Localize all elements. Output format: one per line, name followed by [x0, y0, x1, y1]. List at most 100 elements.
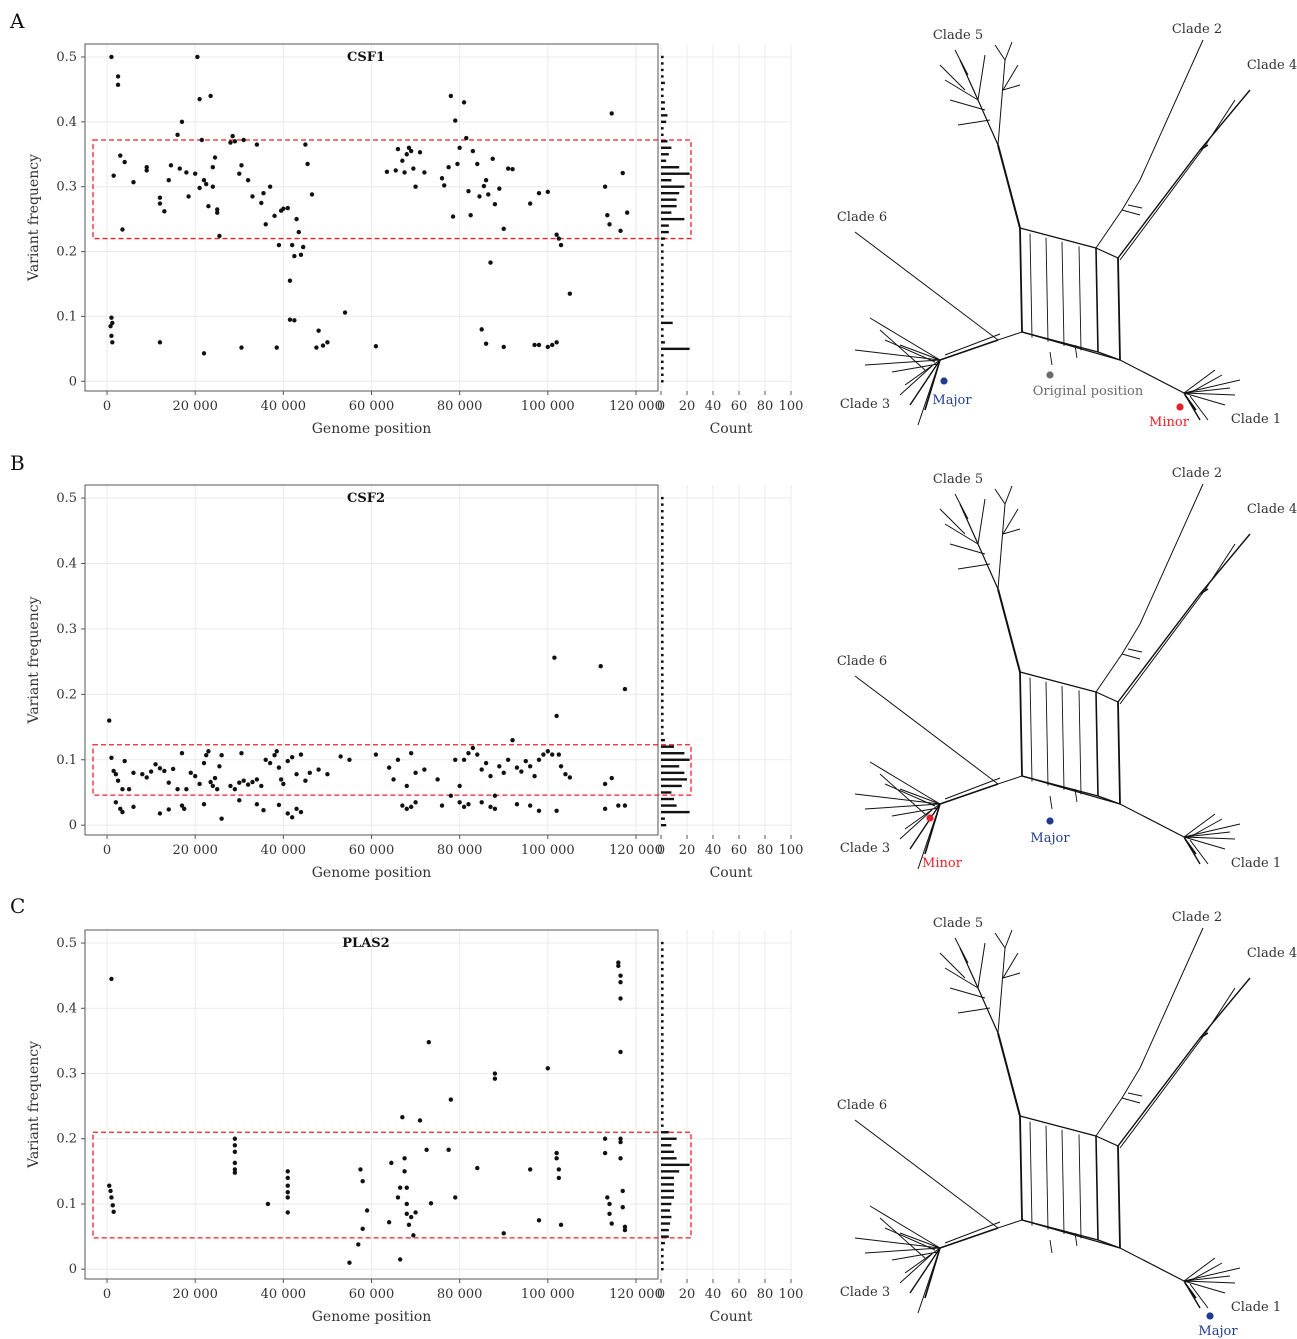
data-point: [285, 811, 290, 816]
data-point: [140, 771, 145, 777]
data-point: [309, 192, 315, 197]
tree-branch: [1199, 1032, 1209, 1039]
data-point: [424, 1147, 429, 1153]
marker-dot: [1176, 403, 1184, 411]
data-point: [208, 93, 213, 99]
tree-branch: [899, 344, 941, 361]
data-point: [466, 751, 471, 756]
data-point: [157, 340, 163, 345]
x-tick-label: 60 000: [349, 1287, 395, 1302]
data-point: [446, 165, 451, 170]
data-point: [166, 780, 171, 785]
data-point: [395, 146, 401, 152]
data-point: [166, 807, 171, 812]
hist-bar: [661, 666, 664, 670]
data-point: [263, 222, 268, 227]
data-point: [122, 159, 127, 165]
hist-bar: [661, 1000, 664, 1003]
data-point: [413, 800, 418, 805]
tree-branch: [939, 339, 999, 361]
data-point: [232, 1136, 238, 1141]
data-point: [265, 1201, 271, 1207]
data-point: [237, 171, 242, 176]
hist-bar: [661, 810, 690, 814]
data-point: [620, 1188, 625, 1194]
hist-bar: [661, 341, 665, 344]
data-point: [457, 145, 462, 150]
data-point: [120, 227, 125, 232]
data-point: [400, 1115, 405, 1120]
tree-branch: [997, 588, 1021, 673]
data-point: [126, 787, 132, 792]
data-point: [192, 773, 198, 779]
data-point: [285, 1175, 290, 1181]
data-point: [470, 745, 476, 751]
data-point: [602, 781, 608, 787]
x-tick-label: 0: [103, 843, 111, 858]
data-point: [404, 1185, 409, 1190]
data-point: [184, 787, 189, 792]
hist-bar: [661, 745, 674, 748]
y-tick-label: 0.3: [56, 622, 77, 637]
data-point: [131, 804, 136, 810]
tree-branch: [1183, 813, 1216, 838]
data-point: [554, 232, 559, 237]
hist-x-tick-label: 60: [731, 1287, 748, 1302]
data-point: [314, 345, 319, 350]
tree-branch: [1029, 677, 1033, 782]
hist-x-axis-label: Count: [710, 421, 753, 437]
hist-bar: [661, 230, 669, 234]
data-point: [554, 1150, 559, 1156]
data-point: [453, 118, 458, 123]
tree-branch: [1019, 671, 1023, 777]
data-point: [278, 777, 284, 782]
hist-x-axis-label: Count: [710, 1309, 753, 1325]
data-point: [232, 787, 238, 792]
data-point: [215, 207, 220, 212]
hist-bar: [661, 263, 664, 266]
data-point: [307, 770, 312, 776]
tree-branch: [869, 317, 941, 361]
data-point: [110, 1203, 115, 1208]
data-point: [602, 184, 608, 189]
x-tick-label: 100 000: [521, 399, 575, 414]
tree-branch: [869, 1205, 941, 1249]
hist-bar: [661, 256, 664, 260]
data-point: [397, 1185, 403, 1190]
clade-label: Clade 3: [840, 841, 890, 856]
tree-branch: [1061, 1129, 1065, 1234]
tree-branch: [864, 1247, 941, 1254]
data-point: [303, 778, 308, 783]
clade-label: Clade 5: [933, 28, 983, 43]
data-point: [545, 749, 551, 754]
x-tick-label: 20 000: [172, 1287, 218, 1302]
tree-branch: [1095, 691, 1099, 797]
data-point: [622, 686, 628, 692]
tree-branch: [957, 119, 991, 126]
tree-branch: [899, 1253, 933, 1284]
data-point: [232, 1143, 238, 1148]
tree-branch: [1078, 1134, 1082, 1239]
x-tick-label: 0: [103, 1287, 111, 1302]
data-point: [402, 170, 407, 175]
tree-branch: [1061, 685, 1065, 790]
data-point: [492, 1071, 498, 1076]
tree-branch: [949, 987, 986, 999]
data-point: [622, 803, 628, 808]
hist-bar: [661, 1026, 664, 1030]
data-point: [120, 809, 125, 815]
x-axis-label: Genome position: [312, 421, 432, 437]
data-point: [153, 762, 158, 767]
hist-x-tick-label: 20: [679, 1287, 696, 1302]
y-tick-label: 0.1: [56, 753, 77, 768]
data-point: [210, 783, 216, 789]
data-point: [461, 757, 467, 762]
data-point: [201, 351, 207, 356]
hist-bar: [661, 269, 664, 273]
tree-branch: [904, 359, 941, 386]
tree-branch: [1187, 818, 1223, 839]
tree-branch: [1004, 41, 1013, 61]
data-point: [386, 1220, 392, 1225]
clade-label: Clade 4: [1247, 946, 1297, 961]
